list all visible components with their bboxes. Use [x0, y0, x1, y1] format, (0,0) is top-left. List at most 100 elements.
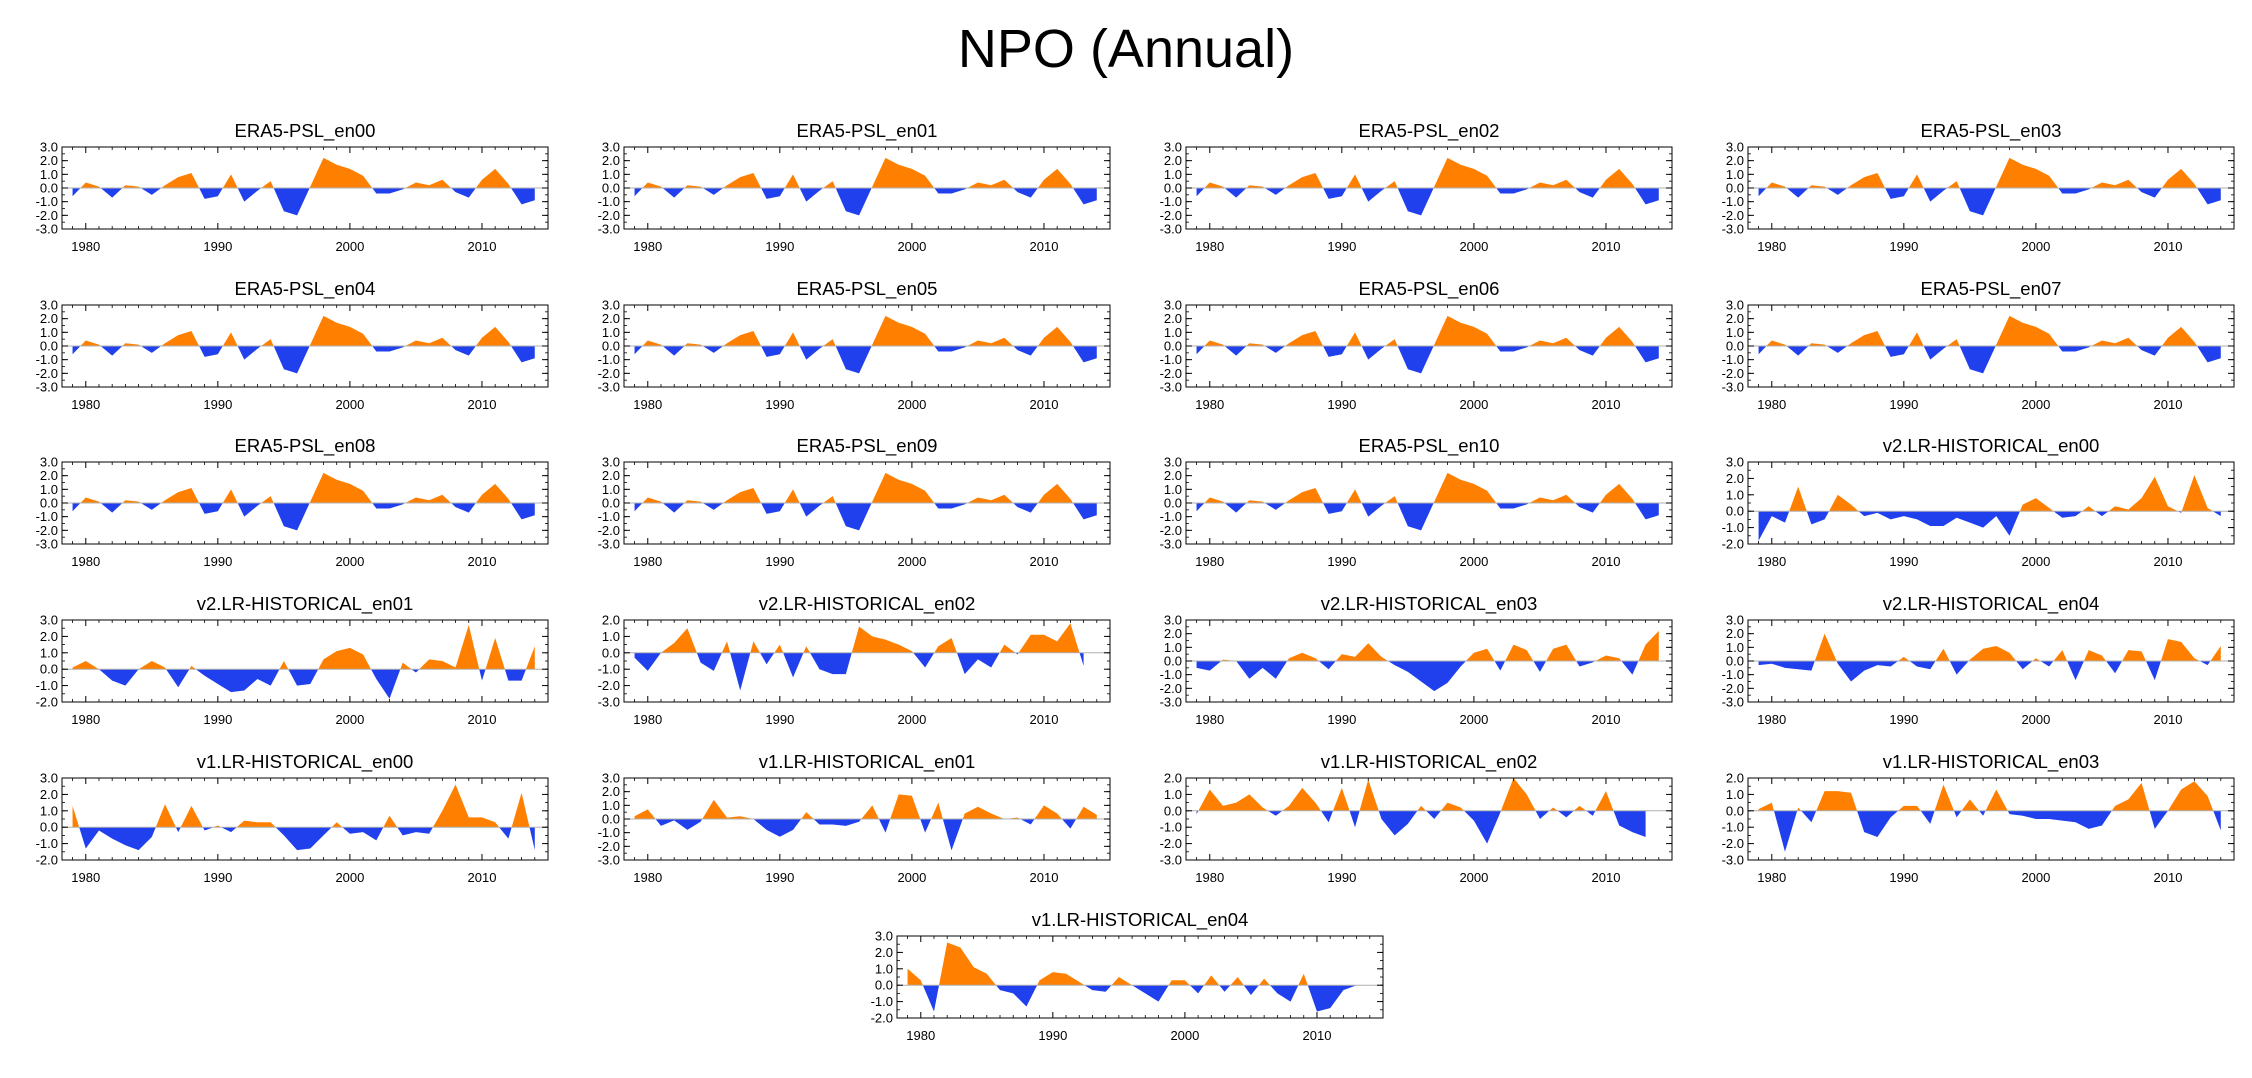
y-tick-label: 2.0 — [40, 311, 58, 326]
negative-area — [371, 669, 401, 699]
y-tick-label: -3.0 — [598, 222, 620, 237]
y-tick-label: -1.0 — [1160, 194, 1182, 209]
negative-area — [1920, 810, 1935, 824]
positive-area — [475, 326, 512, 346]
positive-area — [122, 343, 141, 346]
y-tick-label: -1.0 — [36, 678, 58, 693]
y-tick-label: -3.0 — [36, 222, 58, 237]
y-tick-label: -1.0 — [1160, 509, 1182, 524]
positive-area — [419, 624, 480, 670]
y-tick-label: -2.0 — [1722, 836, 1744, 851]
positive-area — [784, 332, 800, 346]
y-tick-label: -1.0 — [1722, 820, 1744, 835]
negative-area — [1786, 188, 1809, 198]
negative-area — [878, 819, 891, 833]
positive-area — [2091, 179, 2138, 188]
panel-v2.LR-HISTORICAL_en04: v2.LR-HISTORICAL_en04 3.02.01.00.0-1.0-2.… — [1722, 593, 2235, 727]
y-tick-label: 1.0 — [1164, 640, 1182, 655]
positive-area — [803, 646, 811, 653]
x-tick-label: 1990 — [1327, 239, 1356, 254]
panel-ERA5-PSL_en08: ERA5-PSL_en08 3.02.01.00.0-1.0-2.0-3.0 198… — [36, 435, 549, 569]
negative-area — [1858, 511, 2020, 536]
y-tick-label: 1.0 — [1726, 167, 1744, 182]
negative-area — [511, 188, 535, 205]
positive-area — [871, 472, 935, 503]
negative-area — [1318, 661, 1336, 670]
panel-title: ERA5-PSL_en06 — [1359, 278, 1500, 300]
negative-area — [783, 652, 804, 678]
negative-area — [1073, 188, 1097, 205]
y-tick-label: -1.0 — [871, 994, 893, 1009]
positive-area — [1595, 791, 1614, 811]
negative-area — [1224, 503, 1247, 513]
positive-area — [851, 626, 914, 653]
negative-area — [2197, 346, 2221, 363]
positive-area — [1204, 340, 1225, 346]
y-tick-label: -2.0 — [1722, 208, 1744, 223]
positive-area — [1968, 645, 2017, 661]
y-tick-label: 3.0 — [1164, 455, 1182, 470]
positive-area — [1908, 174, 1924, 188]
positive-area — [1898, 656, 1910, 661]
y-tick-label: -2.0 — [871, 1011, 893, 1026]
x-tick-label: 1980 — [71, 712, 100, 727]
positive-area — [823, 496, 836, 503]
negative-area — [140, 188, 162, 195]
positive-area — [222, 489, 238, 503]
negative-area — [511, 503, 535, 520]
positive-area — [2122, 650, 2146, 661]
positive-area — [1287, 652, 1319, 661]
negative-area — [662, 346, 685, 356]
y-tick-label: -3.0 — [1160, 380, 1182, 395]
negative-area — [1196, 188, 1205, 197]
negative-area — [753, 819, 802, 837]
positive-area — [1298, 973, 1308, 986]
negative-area — [634, 503, 643, 512]
positive-area — [2167, 781, 2214, 811]
positive-area — [1847, 330, 1886, 346]
x-tick-label: 1980 — [1195, 397, 1224, 412]
y-tick-label: -2.0 — [36, 523, 58, 538]
x-tick-label: 2000 — [2021, 870, 2050, 885]
y-tick-label: 3.0 — [602, 298, 620, 313]
negative-area — [529, 827, 535, 851]
negative-area — [237, 346, 262, 360]
y-tick-label: -2.0 — [1160, 836, 1182, 851]
positive-area — [1465, 648, 1495, 661]
y-tick-label: 2.0 — [1164, 468, 1182, 483]
y-tick-label: 2.0 — [1164, 626, 1182, 641]
y-tick-label: -2.0 — [598, 678, 620, 693]
y-tick-label: 2.0 — [1726, 771, 1744, 786]
x-tick-label: 1990 — [1889, 870, 1918, 885]
y-tick-label: 1.0 — [1164, 167, 1182, 182]
negative-area — [1758, 188, 1767, 197]
negative-area — [72, 188, 81, 197]
y-tick-label: 0.0 — [40, 339, 58, 354]
y-tick-label: -3.0 — [1722, 380, 1744, 395]
positive-area — [999, 644, 1016, 653]
negative-area — [1786, 346, 1809, 356]
negative-area — [1909, 661, 1936, 670]
x-tick-label: 1980 — [1195, 239, 1224, 254]
positive-area — [1935, 648, 1950, 661]
negative-area — [1954, 810, 1962, 818]
negative-area — [1758, 511, 1790, 541]
panel-title: v1.LR-HISTORICAL_en04 — [1032, 909, 1249, 931]
negative-area — [1758, 346, 1767, 355]
negative-area — [1758, 661, 1815, 671]
negative-area — [662, 188, 685, 198]
panel-ERA5-PSL_en07: ERA5-PSL_en07 3.02.01.00.0-1.0-2.0-3.0 198… — [1722, 278, 2235, 412]
negative-area — [2212, 511, 2221, 517]
positive-area — [642, 340, 663, 346]
positive-area — [1417, 805, 1427, 811]
x-tick-label: 2000 — [1459, 870, 1488, 885]
x-tick-label: 2010 — [2154, 239, 2183, 254]
positive-area — [1333, 787, 1350, 811]
negative-area — [702, 188, 724, 195]
x-tick-label: 1990 — [203, 397, 232, 412]
positive-area — [702, 799, 754, 819]
positive-area — [907, 968, 923, 986]
negative-area — [922, 985, 940, 1012]
positive-area — [1037, 326, 1074, 346]
positive-area — [511, 792, 530, 828]
